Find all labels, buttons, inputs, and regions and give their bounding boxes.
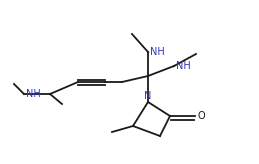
Text: NH: NH <box>150 47 165 57</box>
Text: O: O <box>197 111 205 121</box>
Text: N: N <box>144 91 152 101</box>
Text: NH: NH <box>176 61 191 71</box>
Text: NH: NH <box>26 89 41 99</box>
